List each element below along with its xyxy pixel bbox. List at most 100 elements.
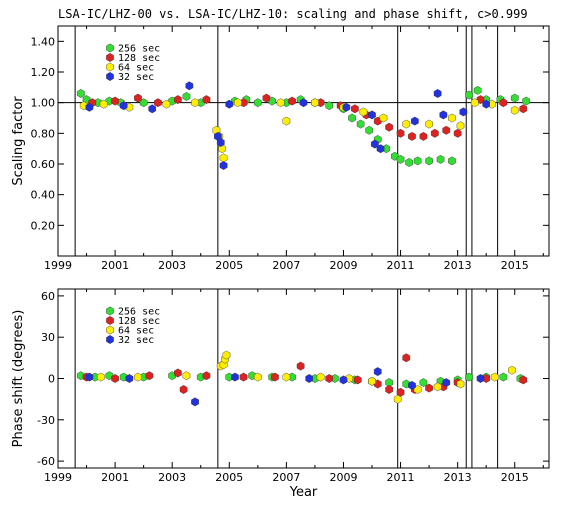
y-tick-label: 0 <box>48 373 55 386</box>
data-point <box>179 385 188 394</box>
data-point <box>79 101 88 111</box>
x-tick-label: 2001 <box>101 259 129 272</box>
data-point <box>510 93 519 103</box>
legend-label: 128 sec <box>118 316 160 327</box>
data-point <box>182 92 191 101</box>
data-point <box>233 98 242 108</box>
x-tick-label: 2015 <box>501 471 529 484</box>
data-point <box>76 371 85 381</box>
data-point <box>219 153 228 163</box>
phase-shift-panel: 1999 2001 2003 2005 2007 2009 2011 2013 2015 -60 -… <box>11 288 550 500</box>
data-point <box>499 98 508 108</box>
data-point <box>202 95 211 105</box>
data-point <box>368 110 376 120</box>
data-point <box>476 95 485 105</box>
data-point <box>510 105 519 115</box>
data-point <box>282 372 291 382</box>
x-tick-label: 2009 <box>329 471 357 484</box>
data-point <box>185 81 194 91</box>
data-point <box>465 372 473 382</box>
data-point <box>225 99 234 109</box>
data-point <box>396 128 405 138</box>
y-axis-label: Scaling factor <box>11 96 26 186</box>
data-point <box>96 372 105 382</box>
legend-marker <box>106 72 114 81</box>
data-point <box>339 375 348 385</box>
data-point <box>105 371 114 381</box>
data-point <box>402 353 411 363</box>
legend-marker <box>106 43 114 53</box>
data-point <box>439 110 448 120</box>
data-point <box>276 98 285 108</box>
data-point <box>202 371 211 381</box>
plot-frame <box>57 25 550 257</box>
data-point <box>456 379 465 389</box>
data-point <box>231 372 239 382</box>
data-point <box>174 368 182 378</box>
x-tick-label: 1999 <box>44 259 72 272</box>
data-point <box>134 93 142 103</box>
data-point <box>222 350 231 360</box>
data-point <box>134 372 142 382</box>
data-point <box>473 85 482 95</box>
legend-label: 64 sec <box>118 326 154 337</box>
data-point <box>442 378 451 388</box>
data-point <box>342 102 351 112</box>
data-point <box>508 365 516 375</box>
y-tick-label: 0.40 <box>31 189 56 202</box>
data-point <box>311 98 319 108</box>
data-point <box>448 156 456 166</box>
legend-marker <box>106 335 114 344</box>
data-point <box>296 361 305 371</box>
data-point <box>191 397 199 407</box>
data-point <box>433 89 442 98</box>
data-point <box>482 99 490 109</box>
y-tick-label: 60 <box>41 290 55 303</box>
data-point <box>76 89 85 98</box>
legend-marker <box>106 306 114 316</box>
scaling-factor-panel: 1999 2001 2003 2005 2007 2009 2011 2013 2015 0.20… <box>11 25 550 272</box>
legend-marker <box>106 325 114 335</box>
data-point <box>99 99 108 109</box>
x-tick-label: 2013 <box>444 471 472 484</box>
data-point <box>253 372 262 382</box>
data-point <box>396 154 405 164</box>
data-point <box>391 151 399 161</box>
legend-label: 256 sec <box>118 44 160 55</box>
data-point <box>271 372 279 382</box>
data-point <box>288 96 296 106</box>
legend-label: 64 sec <box>118 63 154 74</box>
data-point <box>359 107 368 117</box>
y-axis-label: Phase shift (degrees) <box>11 310 26 448</box>
data-point <box>470 98 479 108</box>
data-point <box>248 371 257 381</box>
legend-marker <box>106 62 114 72</box>
legend-marker <box>106 53 114 62</box>
legend-label: 128 sec <box>118 53 160 64</box>
data-point <box>111 96 119 106</box>
x-tick-label: 2011 <box>387 471 415 484</box>
data-point <box>325 374 333 383</box>
data-point <box>111 374 119 383</box>
data-point <box>253 98 262 108</box>
y-tick-label: 1.20 <box>31 66 56 79</box>
data-point <box>148 104 157 114</box>
data-point <box>299 98 308 108</box>
data-point <box>119 101 128 111</box>
data-point <box>425 156 433 166</box>
data-point <box>348 113 356 123</box>
data-point <box>353 375 362 385</box>
x-tick-label: 2009 <box>329 259 357 272</box>
data-point <box>419 378 428 388</box>
data-point <box>402 379 411 389</box>
data-point <box>351 104 359 114</box>
data-point <box>182 371 191 381</box>
data-point <box>408 380 416 390</box>
legend-label: 32 sec <box>118 335 154 346</box>
data-point <box>85 372 94 382</box>
data-point <box>453 128 462 138</box>
data-point <box>476 374 485 383</box>
x-tick-label: 2005 <box>215 471 243 484</box>
data-point <box>125 374 134 383</box>
data-point <box>345 374 353 383</box>
